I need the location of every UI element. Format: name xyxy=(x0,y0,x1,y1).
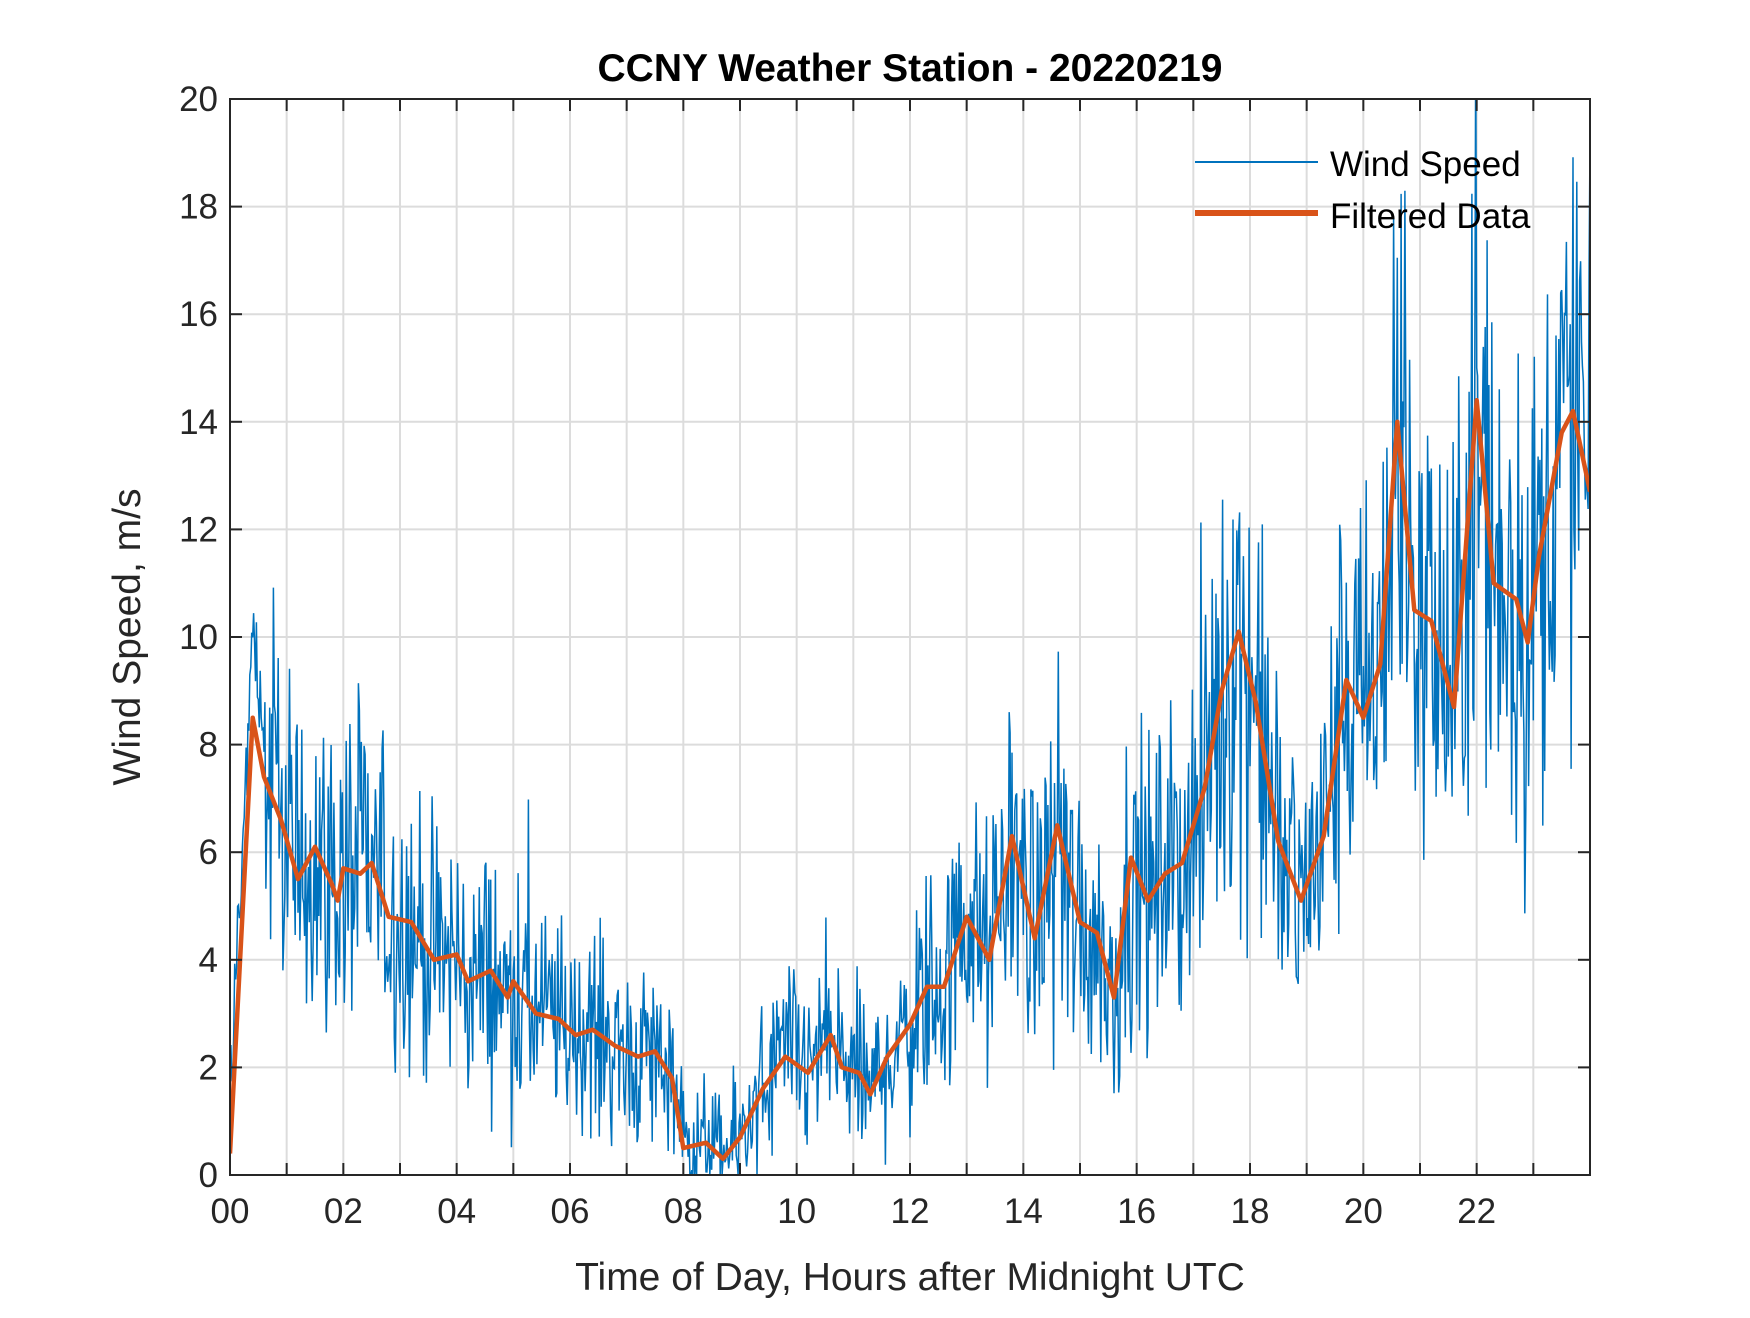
chart-title: CCNY Weather Station - 20220219 xyxy=(598,47,1223,90)
y-tick-label: 4 xyxy=(199,941,218,980)
legend: Wind Speed Filtered Data xyxy=(1195,145,1531,236)
y-tick-label: 0 xyxy=(199,1156,218,1195)
legend-label-wind-speed: Wind Speed xyxy=(1330,145,1521,184)
y-tick-label: 14 xyxy=(179,403,218,442)
x-tick-label: 18 xyxy=(1231,1192,1270,1231)
x-axis-label: Time of Day, Hours after Midnight UTC xyxy=(575,1256,1245,1299)
x-tick-label: 02 xyxy=(324,1192,363,1231)
plot-area xyxy=(230,99,1590,1175)
y-tick-labels: 0 2 4 6 8 10 12 14 16 18 20 xyxy=(179,80,218,1195)
x-tick-label: 10 xyxy=(777,1192,816,1231)
y-tick-label: 6 xyxy=(199,833,218,872)
series-filtered-data xyxy=(230,398,1590,1162)
y-tick-label: 10 xyxy=(179,618,218,657)
series-wind-speed xyxy=(230,99,1590,1175)
x-tick-label: 06 xyxy=(551,1192,590,1231)
y-tick-label: 18 xyxy=(179,188,218,227)
y-axis-label: Wind Speed, m/s xyxy=(106,489,149,786)
x-tick-label: 22 xyxy=(1457,1192,1496,1231)
x-tick-labels: 00 02 04 06 08 10 12 14 16 18 20 22 xyxy=(211,1192,1497,1231)
ticks xyxy=(230,98,1590,1176)
legend-label-filtered-data: Filtered Data xyxy=(1330,197,1531,236)
grid xyxy=(230,99,1590,1175)
x-tick-label: 16 xyxy=(1117,1192,1156,1231)
x-tick-label: 00 xyxy=(211,1192,250,1231)
x-tick-label: 08 xyxy=(664,1192,703,1231)
x-tick-label: 14 xyxy=(1004,1192,1043,1231)
y-tick-label: 8 xyxy=(199,726,218,765)
x-tick-label: 04 xyxy=(437,1192,476,1231)
y-tick-label: 20 xyxy=(179,80,218,119)
x-tick-label: 20 xyxy=(1344,1192,1383,1231)
x-tick-label: 12 xyxy=(891,1192,930,1231)
y-tick-label: 12 xyxy=(179,510,218,549)
y-tick-label: 16 xyxy=(179,295,218,334)
y-tick-label: 2 xyxy=(199,1048,218,1087)
